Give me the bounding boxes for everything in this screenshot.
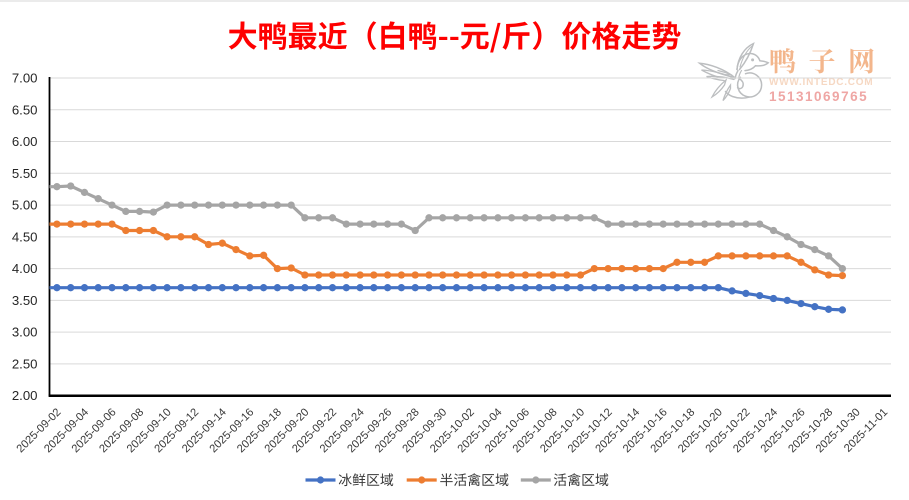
svg-text:5.50: 5.50	[12, 166, 38, 181]
svg-text:3.00: 3.00	[12, 325, 38, 340]
svg-text:4.00: 4.00	[12, 261, 38, 276]
svg-text:4.50: 4.50	[12, 229, 38, 244]
svg-text:活禽区域: 活禽区域	[553, 470, 609, 490]
svg-text:6.50: 6.50	[12, 102, 38, 117]
svg-text:6.00: 6.00	[12, 134, 38, 149]
svg-text:7.00: 7.00	[12, 71, 38, 86]
svg-text:2.00: 2.00	[12, 388, 38, 403]
svg-text:2.50: 2.50	[12, 356, 38, 371]
svg-text:3.50: 3.50	[12, 293, 38, 308]
svg-text:5.00: 5.00	[12, 198, 38, 213]
svg-text:半活禽区域: 半活禽区域	[440, 470, 510, 490]
svg-text:冰鲜区域: 冰鲜区域	[338, 470, 394, 490]
